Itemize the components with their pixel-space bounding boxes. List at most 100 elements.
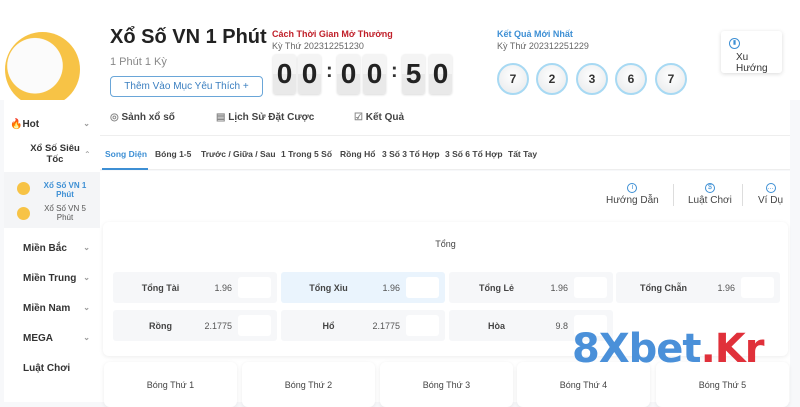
game-submenu: Xổ Số VN 1 Phút Xổ Số VN 5 Phút — [4, 172, 100, 228]
panel-title: Tổng — [435, 239, 456, 249]
bet-amount-input[interactable] — [238, 277, 271, 298]
sidebar-item-mien-nam[interactable]: Miền Nam ⌄ — [4, 303, 100, 314]
watermark-text-a: 8Xbet — [572, 326, 702, 372]
bet-cell[interactable]: Tổng Tài 1.96 — [113, 272, 277, 303]
more-icon: … — [765, 183, 776, 193]
sidebar-game-vn5[interactable]: Xổ Số VN 5 Phút — [44, 204, 86, 222]
info-icon: i — [627, 183, 638, 193]
header: Xổ Số VN 1 Phút 1 Phút 1 Kỳ Thêm Vào Mục… — [0, 0, 800, 107]
clock-logo-icon — [5, 32, 80, 107]
sidebar-label: Hot — [22, 119, 40, 130]
bet-odds: 9.8 — [555, 321, 568, 331]
subtab-song-dien[interactable]: Song Diện — [105, 149, 148, 159]
bet-amount-input[interactable] — [574, 315, 607, 336]
result-ball: 7 — [655, 63, 687, 95]
game-subtitle: 1 Phút 1 Kỳ — [110, 56, 167, 68]
trend-button[interactable]: ▮ Xu Hướng — [721, 31, 782, 74]
latest-period: Kỳ Thứ 202312251229 — [497, 41, 589, 51]
bet-cell[interactable]: Tổng Lẻ 1.96 — [449, 272, 613, 303]
bet-name: Tổng Tài — [141, 283, 180, 293]
bet-cell[interactable]: Rồng 2.1775 — [113, 310, 277, 341]
bet-name: Rồng — [149, 321, 172, 331]
guide-button[interactable]: i Hướng Dẫn — [606, 183, 659, 206]
sidebar-item-sieu-toc[interactable]: Xổ Số Siêu Tốc — [30, 143, 80, 165]
subtab-3so6[interactable]: 3 Số 6 Tổ Hợp — [445, 149, 503, 159]
sidebar: 🔥Hot ⌄ Xổ Số Siêu Tốc ⌃ Xổ Số VN 1 Phút X… — [4, 100, 100, 402]
tab-label: Sảnh xổ số — [121, 112, 175, 123]
example-button[interactable]: … Ví Dụ — [758, 183, 783, 206]
subtab-truoc-giua-sau[interactable]: Trước / Giữa / Sau — [201, 149, 276, 159]
bet-cell[interactable]: Hòa 9.8 — [449, 310, 613, 341]
sidebar-item-mien-trung[interactable]: Miền Trung ⌄ — [4, 273, 100, 284]
subtab-1-trong-5[interactable]: 1 Trong 5 Số — [281, 149, 333, 159]
countdown-digit: 0 — [337, 54, 360, 94]
bet-name: Tổng Chẵn — [640, 283, 687, 293]
countdown-period: Kỳ Thứ 202312251230 — [272, 41, 364, 51]
countdown-digit: 0 — [273, 54, 296, 94]
document-icon: ▤ — [216, 112, 229, 123]
result-ball: 7 — [497, 63, 529, 95]
sidebar-label: MEGA — [23, 333, 53, 344]
bet-name: Hòa — [487, 321, 505, 331]
latest-result-label: Kết Quả Mới Nhất — [497, 29, 573, 39]
chevron-up-icon: ⌃ — [84, 150, 91, 159]
countdown-digit: 0 — [429, 54, 452, 94]
ball-section-4: Bóng Thứ 4 — [517, 362, 650, 407]
bet-amount-input[interactable] — [741, 277, 774, 298]
result-ball: 6 — [615, 63, 647, 95]
divider — [742, 184, 743, 206]
tab-lobby[interactable]: ◎ Sảnh xổ số — [110, 112, 175, 123]
countdown-label: Cách Thời Gian Mở Thưởng — [272, 29, 393, 39]
sidebar-label: Miền Nam — [23, 303, 71, 314]
subtab-tat-tay[interactable]: Tất Tay — [508, 149, 538, 159]
clock-icon — [17, 182, 30, 195]
bet-odds: 1.96 — [717, 283, 735, 293]
ball-section-3: Bóng Thứ 3 — [380, 362, 513, 407]
bet-name: Tổng Lẻ — [479, 283, 514, 293]
tab-results[interactable]: ☑ Kết Quả — [354, 112, 404, 123]
sidebar-item-hot[interactable]: 🔥Hot ⌄ — [4, 119, 100, 130]
bet-amount-input[interactable] — [574, 277, 607, 298]
tab-bet-history[interactable]: ▤ Lịch Sử Đặt Cược — [216, 112, 314, 123]
bet-cell[interactable]: Tổng Xỉu 1.96 — [281, 272, 445, 303]
sidebar-item-luat-choi[interactable]: Luật Chơi — [23, 363, 71, 374]
watermark-text-b: .Kr — [700, 326, 765, 372]
sidebar-label: Miền Bắc — [23, 243, 67, 254]
game-title: Xổ Số VN 1 Phút — [110, 26, 267, 48]
fire-icon: 🔥 — [10, 119, 23, 130]
bet-amount-input[interactable] — [238, 315, 271, 336]
active-tab-indicator — [102, 168, 148, 170]
bet-name: Tổng Xỉu — [309, 283, 348, 293]
bet-amount-input[interactable] — [406, 277, 439, 298]
sidebar-label: Miền Trung — [23, 273, 77, 284]
guide-label: Hướng Dẫn — [606, 195, 659, 206]
bet-name: Hổ — [322, 321, 335, 331]
sidebar-item-mien-bac[interactable]: Miền Bắc ⌄ — [4, 243, 100, 254]
subtab-rong-ho[interactable]: Rồng Hổ — [340, 149, 376, 159]
ball-section-5: Bóng Thứ 5 — [656, 362, 789, 407]
countdown-separator: : — [391, 60, 398, 82]
guide-label: Ví Dụ — [758, 195, 784, 206]
divider — [673, 184, 674, 206]
bet-cell[interactable]: Hổ 2.1775 — [281, 310, 445, 341]
ball-section-2: Bóng Thứ 2 — [242, 362, 375, 407]
check-chart-icon: ☑ — [354, 112, 366, 123]
result-ball: 3 — [576, 63, 608, 95]
bet-odds: 1.96 — [214, 283, 232, 293]
subtab-3so3[interactable]: 3 Số 3 Tổ Hợp — [382, 149, 440, 159]
sidebar-game-vn1[interactable]: Xổ Số VN 1 Phút — [43, 181, 87, 199]
main-tabs: ◎ Sảnh xổ số ▤ Lịch Sử Đặt Cược ☑ Kết Qu… — [100, 100, 790, 136]
sidebar-item-mega[interactable]: MEGA ⌄ — [4, 333, 100, 344]
dollar-icon: $ — [704, 183, 715, 193]
subtab-bong[interactable]: Bóng 1-5 — [155, 149, 192, 159]
bet-panel-tong: Tổng Tổng Tài 1.96 Tổng Xỉu 1.96 Tổng Lẻ 1.96… — [103, 222, 788, 356]
trend-label: Xu Hướng — [736, 52, 768, 74]
result-ball: 2 — [536, 63, 568, 95]
add-favorite-button[interactable]: Thêm Vào Mục Yêu Thích + — [110, 76, 263, 97]
bet-cell[interactable]: Tổng Chẵn 1.96 — [616, 272, 780, 303]
disc-icon: ◎ — [110, 112, 122, 123]
rules-button[interactable]: $ Luật Chơi — [688, 183, 732, 206]
chevron-down-icon: ⌄ — [83, 333, 90, 342]
bet-amount-input[interactable] — [406, 315, 439, 336]
sub-tabs: Song Diện Bóng 1-5 Trước / Giữa / Sau 1 … — [100, 136, 790, 170]
